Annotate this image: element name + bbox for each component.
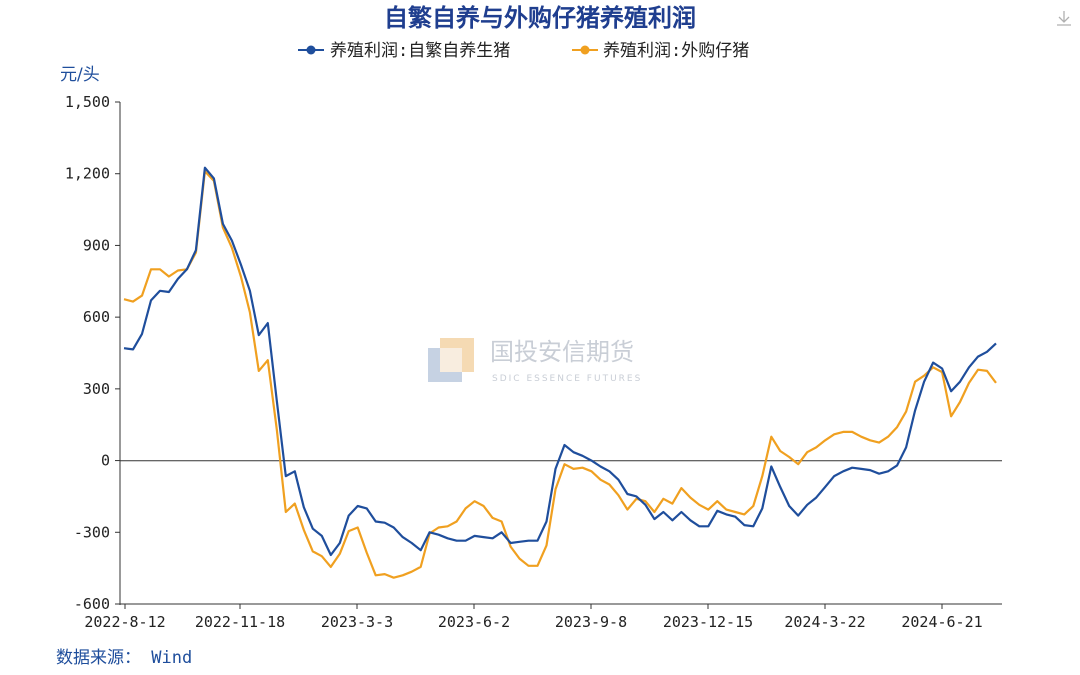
download-icon[interactable] xyxy=(1057,11,1071,26)
y-tick-label: 1,500 xyxy=(65,93,110,111)
x-tick-label: 2023-3-3 xyxy=(321,613,393,631)
legend-label-series-1: 养殖利润:自繁自养生猪 xyxy=(330,41,510,61)
legend-item-series-2[interactable]: 养殖利润:外购仔猪 xyxy=(572,41,749,61)
y-tick-label: 0 xyxy=(101,452,110,470)
watermark-subtext: SDIC ESSENCE FUTURES xyxy=(492,374,642,384)
y-tick-label: 900 xyxy=(83,236,110,254)
x-tick-label: 2022-8-12 xyxy=(84,613,165,631)
watermark-logo-icon xyxy=(428,338,474,382)
legend-label-series-2: 养殖利润:外购仔猪 xyxy=(603,41,749,61)
y-tick-label: -300 xyxy=(74,523,110,541)
y-axis-ticks: -600 -300 0 300 600 900 1,200 1,500 xyxy=(65,93,120,613)
y-axis-unit: 元/头 xyxy=(60,65,100,85)
legend: 养殖利润:自繁自养生猪 养殖利润:外购仔猪 xyxy=(298,41,749,61)
series-lines xyxy=(123,166,997,579)
chart-title: 自繁自养与外购仔猪养殖利润 xyxy=(384,4,696,32)
x-tick-label: 2022-11-18 xyxy=(195,613,285,631)
x-axis-ticks: 2022-8-12 2022-11-18 2023-3-3 2023-6-2 2023-… xyxy=(84,604,983,631)
y-tick-label: 600 xyxy=(83,308,110,326)
x-tick-label: 2024-3-22 xyxy=(784,613,865,631)
y-tick-label: 300 xyxy=(83,380,110,398)
series-line-2 xyxy=(123,170,997,579)
data-source: 数据来源： Wind xyxy=(56,648,192,668)
watermark-text: 国投安信期货 xyxy=(490,338,634,366)
y-tick-label: -600 xyxy=(74,595,110,613)
series-line-1 xyxy=(123,166,997,557)
watermark: 国投安信期货 SDIC ESSENCE FUTURES xyxy=(428,338,642,384)
legend-item-series-1[interactable]: 养殖利润:自繁自养生猪 xyxy=(298,41,510,61)
x-tick-label: 2023-9-8 xyxy=(555,613,627,631)
x-tick-label: 2024-6-21 xyxy=(901,613,982,631)
x-tick-label: 2023-12-15 xyxy=(663,613,753,631)
x-tick-label: 2023-6-2 xyxy=(438,613,510,631)
y-tick-label: 1,200 xyxy=(65,165,110,183)
